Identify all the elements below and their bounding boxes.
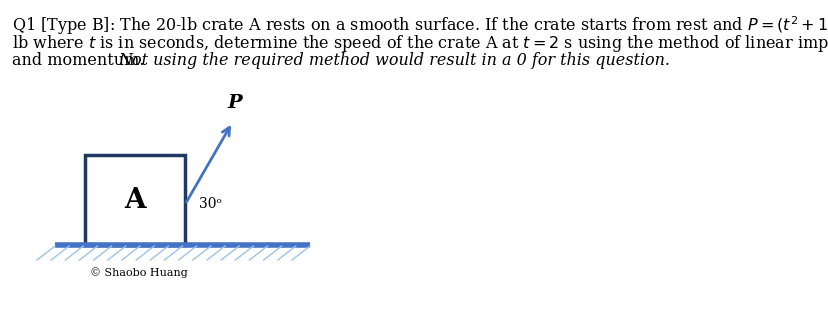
Text: and momentum.: and momentum. [12,52,149,69]
Text: A: A [124,186,146,214]
Bar [85,155,185,245]
Text: P: P [227,94,242,112]
Text: 30ᵒ: 30ᵒ [199,197,221,211]
Text: Not using the required method would result in a 0 for this question.: Not using the required method would resu… [118,52,669,69]
Text: © Shaobo Huang: © Shaobo Huang [90,267,187,278]
Text: lb where $t$ is in seconds, determine the speed of the crate A at $t = 2$ s usin: lb where $t$ is in seconds, determine th… [12,33,828,54]
Text: Q1 [Type B]: The 20-lb crate A rests on a smooth surface. If the crate starts fr: Q1 [Type B]: The 20-lb crate A rests on … [12,14,828,37]
